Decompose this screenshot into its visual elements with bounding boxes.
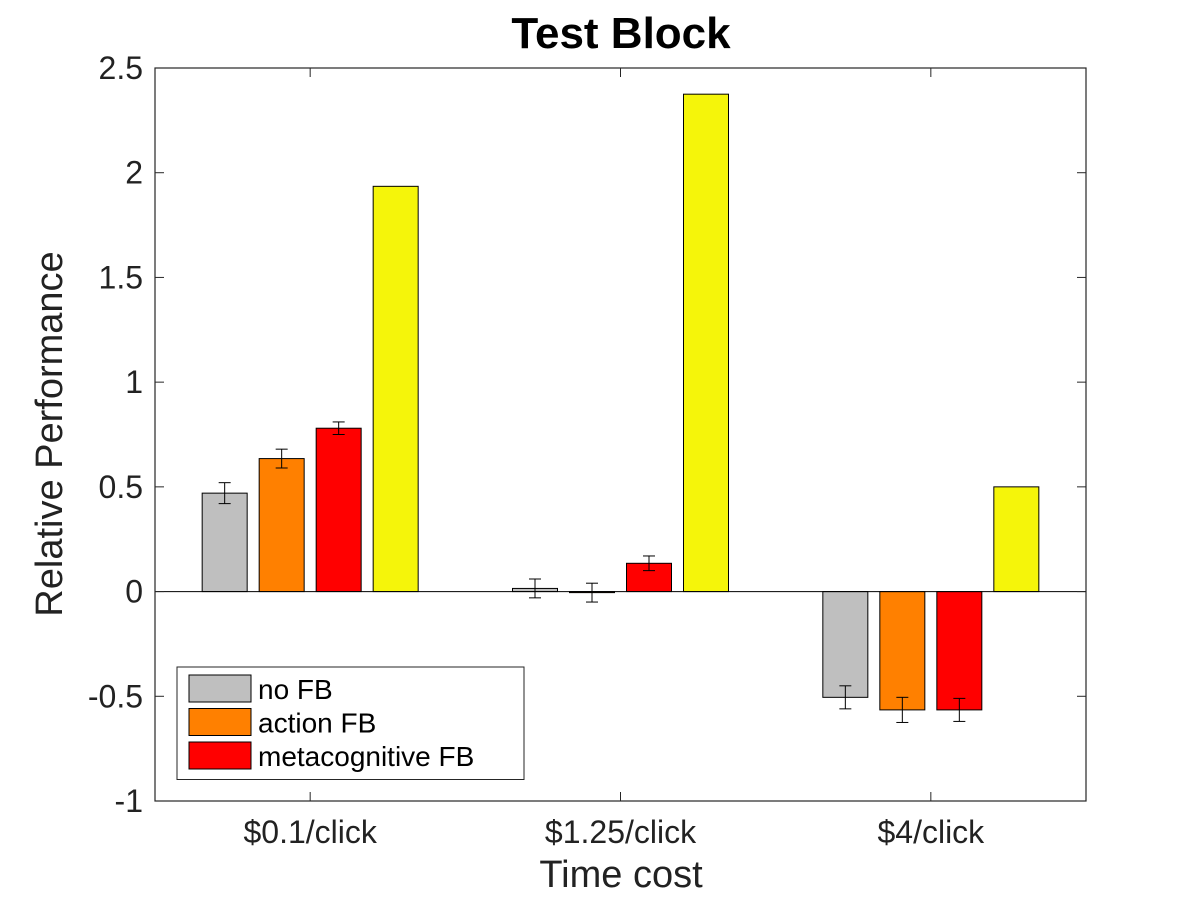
plot-area [155,93,1086,723]
error-bar [586,582,598,603]
x-tick-label: $1.25/click [545,814,697,850]
y-tick-label: -0.5 [88,678,143,714]
error-bar [218,482,231,505]
error-bar [643,555,655,572]
bar [936,591,983,711]
y-tick-label: 1.5 [99,259,143,295]
x-tick-label: $0.1/click [243,814,377,850]
y-tick-label: -1 [115,783,143,819]
legend-label: action FB [258,708,376,739]
y-axis: -1 -0.5 0 0.5 1 1.5 2 2.5 [88,50,1086,819]
x-tick-label: $4/click [877,814,985,850]
chart-title: Test Block [511,9,731,58]
error-bar [275,448,288,469]
error-bar [839,685,852,710]
y-tick-label: 2.5 [99,50,143,86]
y-tick-label: 2 [125,155,143,191]
x-axis-label: Time cost [539,854,703,896]
y-tick-label: 1 [125,364,143,400]
y-tick-label: 0 [125,574,143,610]
error-bar [896,696,909,723]
legend-swatch [188,741,252,770]
legend-swatch [188,708,252,736]
legend-label: no FB [258,674,333,705]
legend-swatch [188,674,252,703]
bar [993,486,1040,593]
bar [315,427,362,593]
bar [201,492,248,593]
error-bar [953,697,966,722]
error-bar [332,421,345,435]
bar [822,591,869,698]
x-axis: $0.1/click $1.25/click $4/click [243,68,985,850]
bar [879,591,926,711]
y-tick-label: 0.5 [99,469,143,505]
bar [258,458,305,593]
y-axis-label: Relative Performance [29,251,71,616]
legend-label: metacognitive FB [258,741,474,772]
bar [683,93,729,593]
error-bar [529,578,541,599]
bar [372,185,419,593]
